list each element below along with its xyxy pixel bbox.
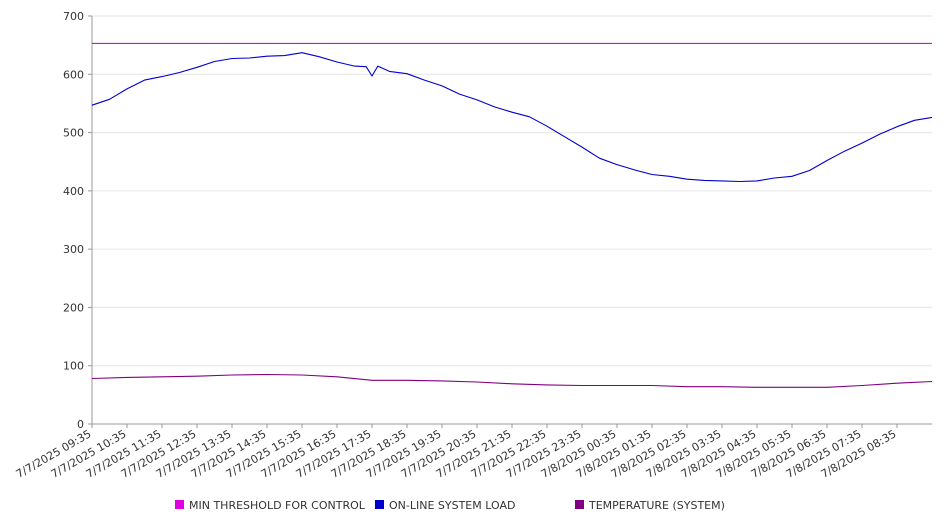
- y-tick-label: 600: [63, 68, 84, 81]
- legend-label-temperature-system: TEMPERATURE (SYSTEM): [588, 499, 725, 512]
- y-tick-label: 300: [63, 243, 84, 256]
- legend-swatch-min-threshold-for-control: [175, 500, 184, 509]
- y-tick-labels: 0 100 200 300 400 500 600 700: [63, 10, 84, 431]
- y-tick-label: 500: [63, 127, 84, 140]
- y-tick-label: 700: [63, 10, 84, 23]
- legend: MIN THRESHOLD FOR CONTROL ON-LINE SYSTEM …: [175, 499, 725, 512]
- axes: [88, 15, 932, 428]
- x-tick-labels: 7/7/2025 09:357/7/2025 10:357/7/2025 11:…: [14, 427, 899, 481]
- series-line-on-line-system-load: [91, 52, 933, 183]
- series-lines: [91, 42, 933, 388]
- legend-swatch-temperature-system: [575, 500, 584, 509]
- legend-label-min-threshold-for-control: MIN THRESHOLD FOR CONTROL: [189, 499, 366, 512]
- grid-lines: [92, 15, 932, 367]
- legend-label-on-line-system-load: ON-LINE SYSTEM LOAD: [389, 499, 515, 512]
- series-line-temperature-system: [91, 373, 933, 388]
- y-tick-label: 0: [77, 418, 84, 431]
- y-tick-label: 100: [63, 360, 84, 373]
- legend-swatch-on-line-system-load: [375, 500, 384, 509]
- y-tick-label: 400: [63, 185, 84, 198]
- y-tick-label: 200: [63, 301, 84, 314]
